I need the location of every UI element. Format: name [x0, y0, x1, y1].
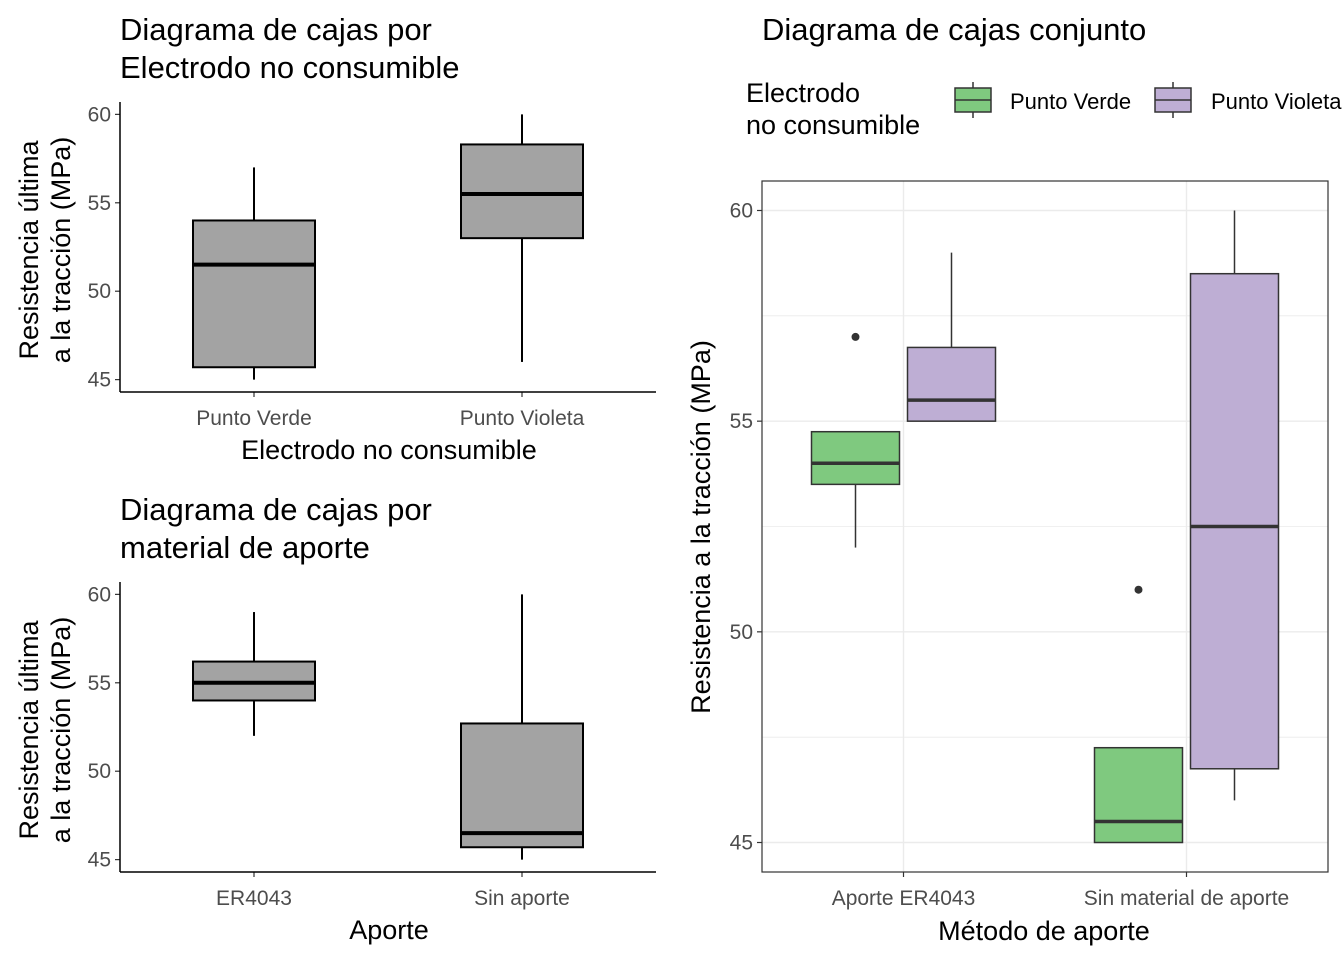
legend: Electrodo no consumible Punto Verde Punt… [746, 78, 1342, 140]
y-axis-title-line-2: a la tracción (MPa) [46, 617, 76, 844]
box [192, 219, 316, 369]
box [460, 722, 584, 849]
panel-border [761, 180, 1329, 873]
y-tick-label: 55 [730, 410, 753, 433]
x-axis-title: Aporte [349, 915, 429, 945]
panel-title-line-2: Electrodo no consumible [120, 50, 459, 85]
box [1093, 746, 1184, 844]
legend-title-line-2: no consumible [746, 110, 920, 140]
boxplot-electrodo-panel: Diagrama de cajas por Electrodo no consu… [14, 12, 656, 465]
panel-title-line-2: material de aporte [120, 530, 370, 565]
y-tick-label: 50 [730, 621, 753, 644]
y-tick-label: 60 [88, 103, 111, 126]
x-tick-label: Sin material de aporte [1084, 887, 1289, 910]
x-tick-label: Punto Verde [196, 407, 312, 430]
x-axis-title: Método de aporte [938, 916, 1150, 946]
y-axis-title-line-1: Resistencia última [14, 139, 44, 359]
plot-area: 45 50 55 60 ER4043 Sin aporte [88, 582, 656, 910]
y-tick-label: 45 [88, 849, 111, 872]
box [460, 143, 584, 240]
x-tick-label: Sin aporte [474, 887, 570, 910]
box [906, 346, 997, 422]
y-tick-label: 50 [88, 280, 111, 303]
y-axis-title: Resistencia a la tracción (MPa) [686, 340, 716, 714]
outlier-point [851, 332, 860, 341]
y-axis-title-line-2: a la tracción (MPa) [46, 137, 76, 364]
boxplot-aporte-panel: Diagrama de cajas por material de aporte… [14, 492, 656, 945]
panel-title-line-1: Diagrama de cajas por [120, 12, 432, 47]
outlier-point [1134, 585, 1143, 594]
x-tick-label: ER4043 [216, 887, 292, 910]
plot-area: 45 50 55 60 Punto Verde Punto Violeta [88, 102, 656, 430]
y-tick-label: 45 [88, 369, 111, 392]
box [1189, 272, 1280, 770]
y-tick-label: 60 [730, 199, 753, 222]
panel-title-line-1: Diagrama de cajas por [120, 492, 432, 527]
x-axis-title: Electrodo no consumible [241, 435, 537, 465]
x-tick-label: Aporte ER4043 [832, 887, 976, 910]
plot-area: 45 50 55 60 Aporte ER4043 Sin material de apo… [730, 180, 1329, 910]
legend-label-punto-violeta: Punto Violeta [1211, 89, 1342, 114]
y-tick-label: 50 [88, 760, 111, 783]
legend-keys [954, 82, 1192, 118]
x-tick-label: Punto Violeta [460, 407, 585, 430]
y-tick-label: 55 [88, 672, 111, 695]
box [810, 430, 901, 486]
y-tick-label: 45 [730, 832, 753, 855]
y-tick-label: 60 [88, 583, 111, 606]
legend-title-line-1: Electrodo [746, 78, 860, 108]
y-tick-label: 55 [88, 192, 111, 215]
boxplot-conjunto-panel: Diagrama de cajas conjunto Electrodo no … [686, 12, 1342, 946]
panel-title: Diagrama de cajas conjunto [762, 12, 1146, 47]
legend-label-punto-verde: Punto Verde [1010, 89, 1131, 114]
y-axis-title-line-1: Resistencia última [14, 619, 44, 839]
